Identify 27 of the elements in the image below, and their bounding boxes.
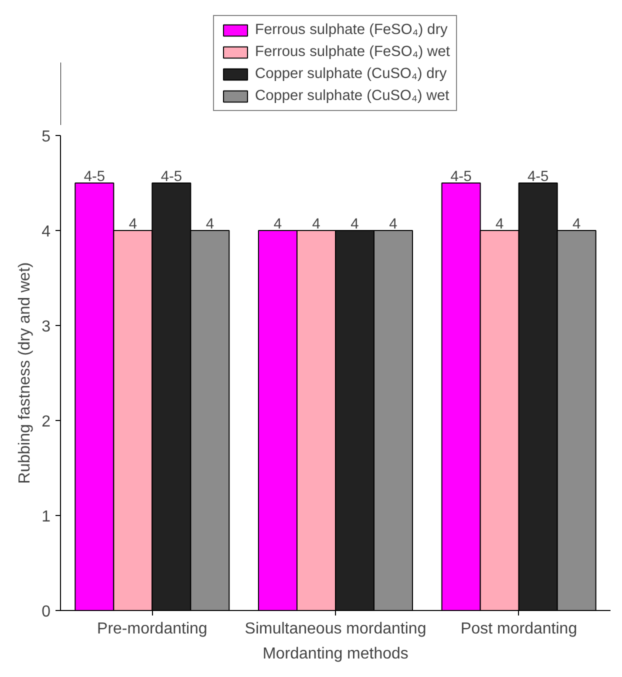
y-tick-label: 0 <box>42 604 51 620</box>
data-label: 4 <box>389 216 398 232</box>
data-label: 4 <box>572 216 581 232</box>
y-axis-title: Rubbing fastness (dry and wet) <box>16 262 34 484</box>
data-label: 4 <box>312 216 320 232</box>
data-label: 4-5 <box>160 169 182 185</box>
y-tick-label: 1 <box>42 508 51 526</box>
data-label: 4-5 <box>527 169 549 185</box>
legend-label: Ferrous sulphate (FeSO₄) dry <box>255 22 448 38</box>
y-tick-label: 4 <box>42 224 51 240</box>
legend-label: Copper sulphate (CuSO₄) dry <box>255 66 447 82</box>
y-tick-label: 3 <box>42 318 51 336</box>
x-tick-label: Pre-mordanting <box>97 620 208 638</box>
data-label: 4 <box>128 216 137 232</box>
x-tick-label: Post mordanting <box>460 620 578 638</box>
data-label: 4 <box>274 216 282 232</box>
data-label: 4-5 <box>450 169 472 185</box>
y-tick-label: 2 <box>42 414 51 430</box>
x-axis-title: Mordanting methods <box>262 646 408 662</box>
legend-label: Ferrous sulphate (FeSO₄) wet <box>255 44 450 60</box>
data-label: 4 <box>350 216 359 232</box>
data-label: 4 <box>206 216 214 232</box>
legend-label: Copper sulphate (CuSO₄) wet <box>255 88 450 104</box>
data-label: 4 <box>496 216 504 232</box>
data-label: 4-5 <box>84 169 106 185</box>
x-tick-label: Simultaneous mordanting <box>244 620 426 638</box>
y-tick-label: 5 <box>42 128 51 146</box>
